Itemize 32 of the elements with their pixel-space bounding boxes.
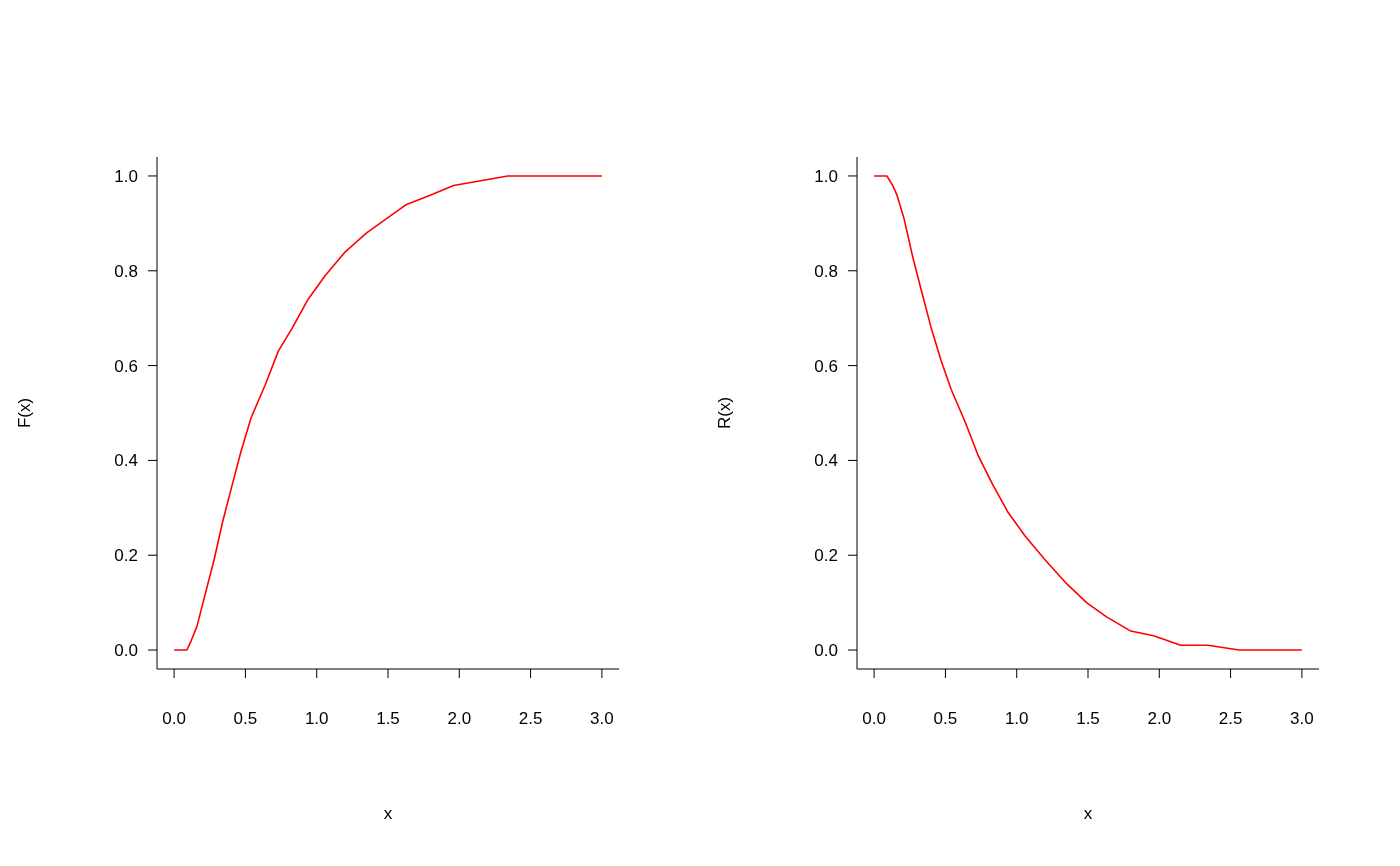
x-axis-title: x	[383, 804, 393, 823]
x-tick-label: 2.0	[447, 709, 472, 729]
y-tick-label: 1.0	[814, 167, 838, 186]
x-tick-label: 3.0	[1290, 709, 1314, 729]
x-tick-label: 0.5	[933, 709, 958, 729]
line-series	[173, 175, 603, 651]
y-axis-title: F(x)	[15, 397, 35, 429]
x-tick-label: 0.5	[233, 709, 258, 729]
y-tick-label: 0.0	[814, 641, 838, 661]
y-tick-label: 0.4	[114, 451, 138, 471]
y-tick-label: 0.2	[814, 546, 838, 566]
x-tick-label: 2.5	[518, 709, 543, 729]
x-tick-label: 0.0	[862, 709, 886, 729]
x-tick-label: 1.0	[1004, 709, 1029, 729]
x-tick-label: 0.0	[162, 709, 186, 729]
y-tick-label: 0.4	[814, 451, 838, 471]
x-tick-label: 1.0	[304, 709, 329, 729]
y-tick-label: 0.8	[814, 261, 838, 281]
x-tick-label: 2.0	[1147, 709, 1172, 729]
x-tick-label: 1.5	[376, 709, 400, 729]
y-tick-label: 0.0	[114, 641, 138, 661]
y-tick-label: 0.8	[114, 261, 138, 281]
x-tick-label: 1.5	[1076, 709, 1100, 729]
x-tick-label: 2.5	[1218, 709, 1243, 729]
line-series	[873, 175, 1303, 651]
x-axis-title: x	[1083, 804, 1093, 823]
y-tick-label: 0.6	[814, 356, 838, 376]
y-axis-title: R(x)	[715, 396, 735, 430]
y-tick-label: 1.0	[114, 167, 138, 186]
x-tick-label: 3.0	[590, 709, 614, 729]
y-tick-label: 0.2	[114, 546, 138, 566]
y-tick-label: 0.6	[114, 356, 138, 376]
